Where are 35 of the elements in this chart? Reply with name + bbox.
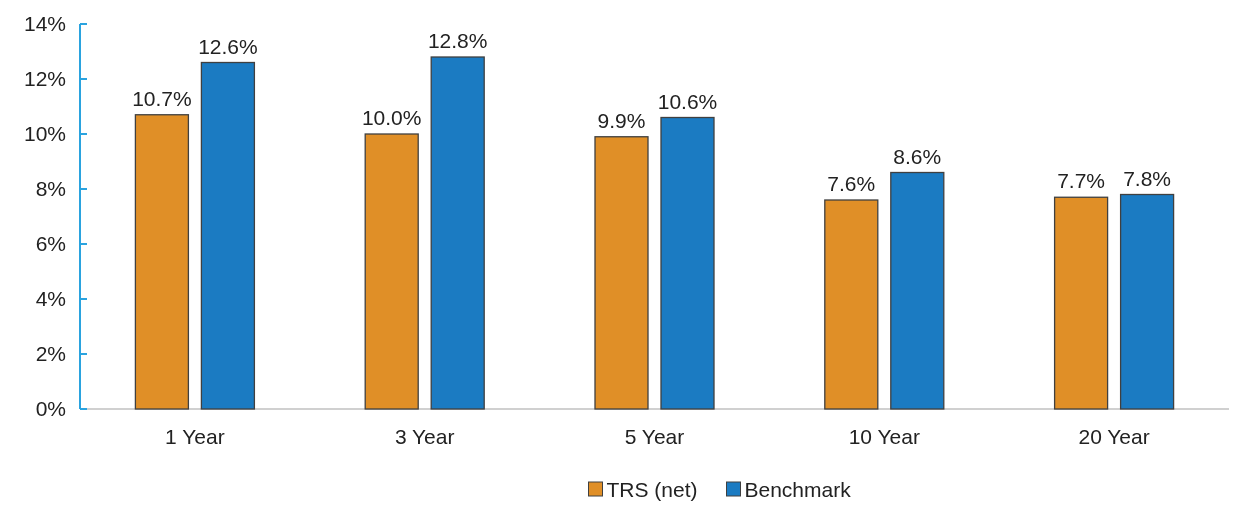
y-tick-label: 0% — [35, 397, 66, 420]
x-tick-label: 5 Year — [624, 425, 685, 448]
data-label: 12.6% — [198, 34, 258, 58]
data-label: 12.8% — [427, 29, 488, 52]
bar — [430, 56, 485, 410]
y-tick-label: 14% — [23, 12, 66, 35]
bar — [824, 199, 879, 410]
bar — [890, 171, 945, 410]
x-tick-label: 10 Year — [848, 425, 920, 448]
data-label: 8.6% — [893, 144, 942, 168]
bar — [134, 114, 190, 410]
y-tick-label: 10% — [23, 122, 66, 145]
legend-label: Benchmark — [744, 478, 852, 501]
bar — [364, 133, 419, 410]
x-tick-label: 3 Year — [394, 425, 455, 448]
x-tick-label: 20 Year — [1078, 425, 1150, 448]
data-label: 10.6% — [657, 89, 718, 113]
y-tick-label: 2% — [35, 342, 66, 365]
data-label: 10.0% — [361, 106, 422, 129]
y-tick-label: 12% — [23, 67, 66, 90]
data-label: 10.7% — [132, 86, 192, 110]
y-tick-label: 6% — [35, 232, 66, 255]
x-tick-label: 1 Year — [165, 425, 225, 448]
legend-label: TRS (net) — [606, 478, 698, 501]
y-tick-label: 8% — [35, 177, 66, 200]
bar — [1053, 196, 1109, 410]
bar — [594, 136, 649, 410]
data-label: 9.9% — [597, 108, 646, 132]
y-tick-label: 4% — [35, 287, 66, 310]
bar — [200, 61, 256, 410]
data-label: 7.6% — [827, 172, 876, 195]
bar — [1119, 193, 1175, 410]
bar — [660, 116, 715, 410]
data-label: 7.8% — [1123, 166, 1172, 190]
data-label: 7.7% — [1057, 169, 1106, 193]
